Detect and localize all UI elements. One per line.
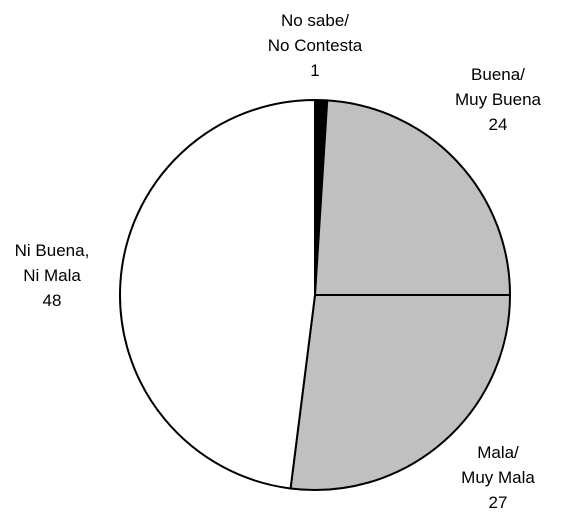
category-name: Mala/ Muy Mala [461, 443, 535, 487]
category-name: Ni Buena, Ni Mala [14, 241, 90, 285]
value-label: 1 [310, 61, 320, 80]
value-label: 27 [488, 493, 508, 512]
value-label: 48 [42, 291, 62, 310]
pie-slice [289, 294, 512, 491]
slice-label: Buena/ Muy Buena 24 [418, 62, 576, 137]
category-name: Buena/ Muy Buena [455, 65, 541, 109]
value-label: 24 [488, 115, 508, 134]
pie-slice [119, 98, 316, 490]
category-name: No sabe/ No Contesta [267, 11, 363, 55]
slice-label: Ni Buena, Ni Mala 48 [0, 238, 132, 313]
slice-label: Mala/ Muy Mala 27 [418, 440, 576, 515]
pie-slice [313, 99, 512, 296]
slice-label: No sabe/ No Contesta 1 [235, 8, 395, 83]
